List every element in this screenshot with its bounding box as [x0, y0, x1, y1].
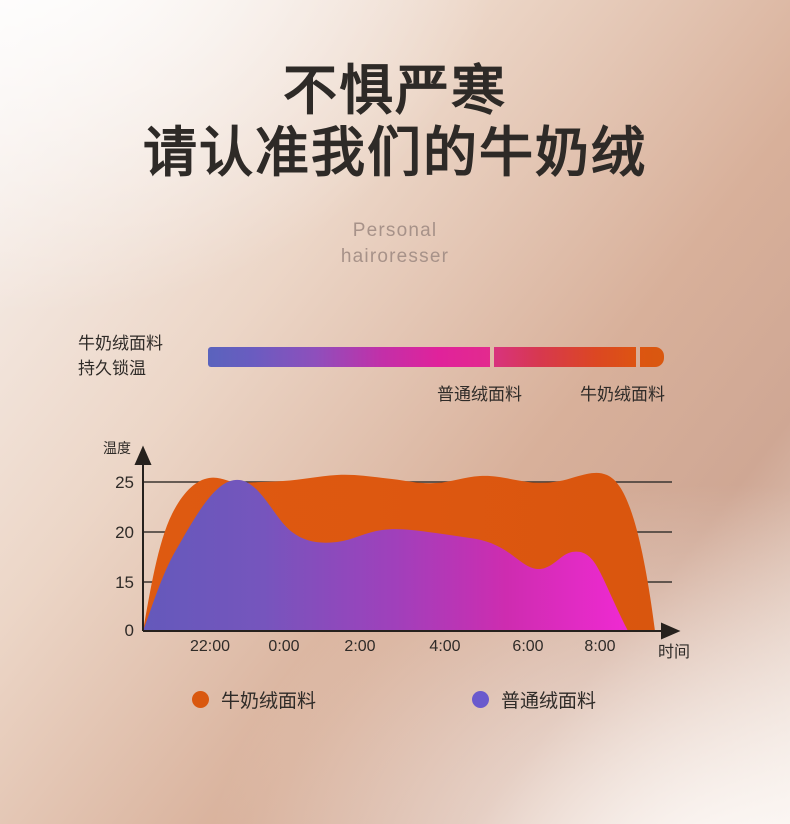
capacity-bar-left-label-line-1: 牛奶绒面料: [78, 334, 163, 353]
legend-label-ordinary-velvet: 普通绒面料: [501, 691, 597, 712]
legend-dot-icon-milk-velvet: [192, 691, 209, 708]
temperature-chart: 温度 时间 25 20 15 0 22:00 0:00 2:00 4:00 6:…: [0, 432, 790, 682]
chart-axes: [134, 445, 681, 640]
x-tick-label-0400: 4:00: [429, 638, 461, 655]
capacity-bar-sub-labels: 普通绒面料 牛奶绒面料: [0, 380, 790, 406]
x-axis-title: 时间: [658, 644, 691, 661]
page-subtitle: Personal hairoresser: [0, 218, 790, 269]
legend-label-milk-velvet: 牛奶绒面料: [221, 691, 317, 712]
capacity-bar-left-label: 牛奶绒面料 持久锁温: [78, 332, 206, 381]
capacity-bar-left-label-line-2: 持久锁温: [78, 358, 146, 378]
subtitle-line-1: Personal: [352, 220, 438, 241]
headline-line-2: 请认准我们的牛奶绒: [143, 123, 647, 184]
x-tick-label-0600: 6:00: [512, 638, 544, 655]
capacity-bar-track: [208, 347, 664, 367]
headline-line-1: 不惧严寒: [283, 61, 507, 121]
y-axis-arrow: [134, 445, 152, 465]
capacity-bar-segment-end: [640, 347, 664, 367]
capacity-bar-block: 牛奶绒面料 持久锁温 普通绒面料 牛奶绒面料: [0, 330, 790, 420]
x-tick-label-0200: 2:00: [344, 638, 376, 655]
legend-dot-icon-ordinary-velvet: [472, 691, 489, 708]
chart-plot-area: [134, 445, 681, 640]
capacity-bar-segment-middle: [494, 347, 636, 367]
y-tick-label-0: 0: [124, 621, 134, 640]
x-tick-label-0800: 8:00: [584, 638, 616, 655]
x-tick-label-2200: 22:00: [189, 638, 231, 655]
capacity-bar-label-ordinary: 普通绒面料: [437, 385, 522, 404]
y-axis-title: 温度: [103, 440, 131, 456]
capacity-bar-segment-main: [208, 347, 490, 367]
x-tick-label-0000: 0:00: [268, 638, 300, 655]
y-tick-label-15: 15: [115, 573, 134, 592]
chart-legend: 牛奶绒面料 普通绒面料: [0, 686, 790, 720]
capacity-bar-label-milk-velvet: 牛奶绒面料: [580, 385, 665, 404]
y-tick-label-25: 25: [115, 473, 134, 492]
y-tick-label-20: 20: [115, 523, 134, 542]
x-axis-arrow: [661, 622, 681, 640]
legend-item-milk-velvet[interactable]: 牛奶绒面料: [192, 686, 316, 713]
page-title: 不惧严寒 请认准我们的牛奶绒: [0, 62, 790, 183]
subtitle-line-2: hairoresser: [340, 245, 450, 267]
legend-item-ordinary-velvet[interactable]: 普通绒面料: [472, 686, 596, 713]
series-area-ordinary-velvet: [143, 479, 628, 631]
